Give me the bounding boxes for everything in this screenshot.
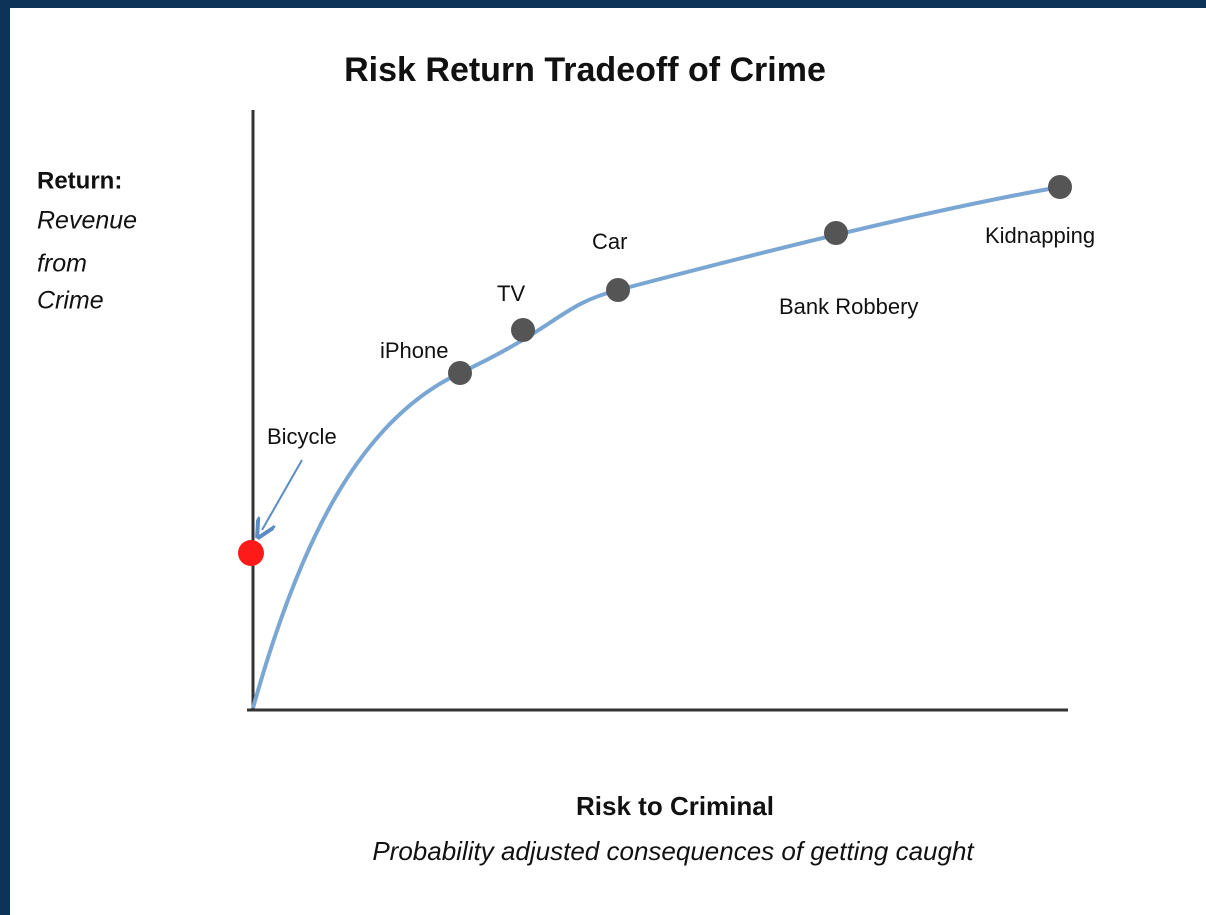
point-label: Car [592, 229, 627, 254]
y-axis-sublabel: from [37, 250, 87, 278]
point-label: Bank Robbery [779, 294, 918, 319]
y-axis-label: Return: [37, 167, 122, 194]
y-axis-sublabel: Revenue [37, 207, 137, 235]
point [1048, 175, 1072, 199]
y-axis-sublabel: Crime [37, 287, 104, 315]
point-label: Kidnapping [985, 223, 1095, 248]
point [824, 221, 848, 245]
arrow [262, 459, 303, 530]
x-axis-sublabel: Probability adjusted consequences of get… [372, 836, 975, 866]
x-axis-label: Risk to Criminal [576, 791, 774, 821]
canvas [10, 8, 1206, 915]
point [448, 361, 472, 385]
bicycle-point [238, 540, 264, 566]
point [511, 318, 535, 342]
point-label: Bicycle [267, 424, 337, 449]
title: Risk Return Tradeoff of Crime [344, 51, 826, 89]
point-label: TV [497, 281, 525, 306]
point-label: iPhone [380, 338, 449, 363]
point [606, 278, 630, 302]
